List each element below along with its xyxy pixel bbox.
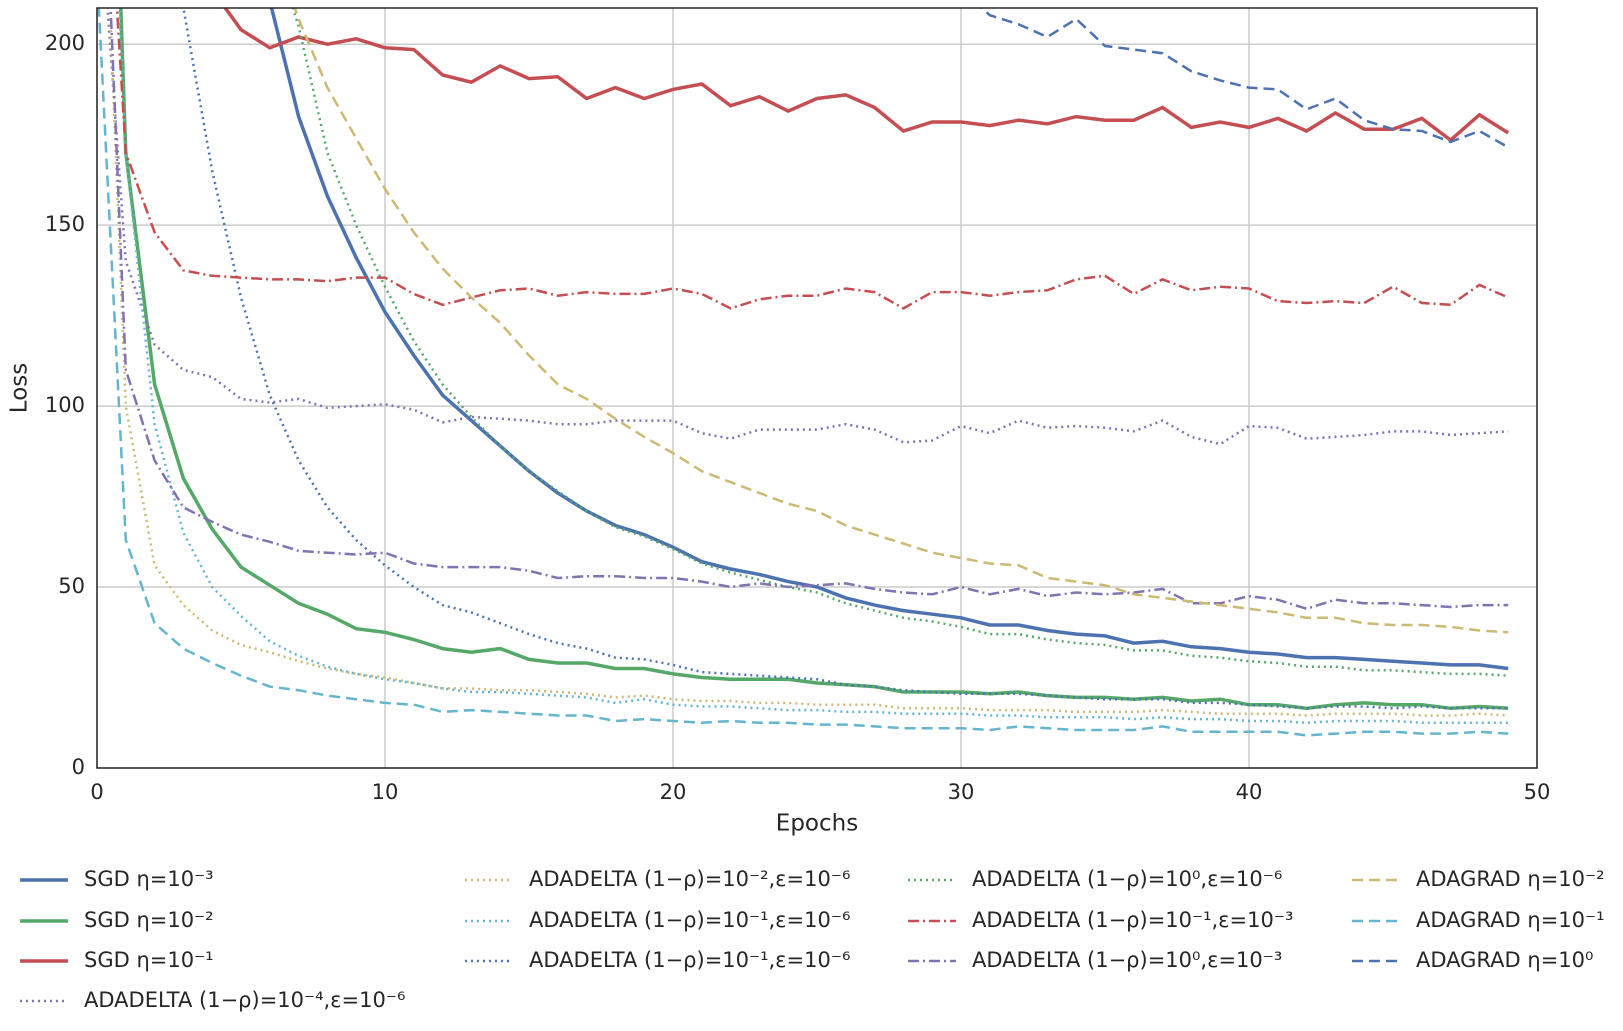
x-tick-label: 20 [660,780,687,804]
series-line [115,8,1509,310]
series-line [118,8,1509,725]
x-tick-label: 40 [1236,780,1263,804]
x-tick-label: 0 [90,780,103,804]
series-line [979,8,1509,149]
x-axis-label: Epochs [776,811,858,837]
legend-label: SGD η=10⁻³ [84,867,214,891]
legend-label: ADADELTA (1−ρ)=10⁻²,ε=10⁻⁶ [529,867,850,891]
y-tick-label: 150 [45,212,85,236]
series-line [97,8,1509,737]
y-tick-label: 100 [45,393,85,417]
legend-label: ADADELTA (1−ρ)=10⁰,ε=10⁻⁶ [972,867,1282,891]
legend-label: SGD η=10⁻² [84,908,214,932]
y-tick-label: 0 [72,755,85,779]
legend-label: SGD η=10⁻¹ [84,948,214,972]
legend-label: ADADELTA (1−ρ)=10⁻¹,ε=10⁻³ [972,908,1293,932]
legend-label: ADADELTA (1−ρ)=10⁻¹,ε=10⁻⁶ [529,908,850,932]
legend-label: ADADELTA (1−ρ)=10⁻⁴,ε=10⁻⁶ [84,988,405,1012]
series-line [291,8,1509,677]
legend-label: ADADELTA (1−ρ)=10⁰,ε=10⁻³ [972,948,1282,972]
series-line [293,8,1509,634]
series-line [109,8,1509,611]
x-tick-label: 30 [948,780,975,804]
series-line [223,8,1510,143]
x-tick-label: 10 [372,780,399,804]
series-line [269,8,1509,671]
series-line [108,8,1509,717]
y-tick-label: 50 [58,574,85,598]
legend-label: ADADELTA (1−ρ)=10⁻¹,ε=10⁻⁶ [529,948,850,972]
x-tick-label: 50 [1524,780,1551,804]
series-line [119,8,1509,711]
plot-frame [96,7,1538,769]
legend-label: ADAGRAD η=10⁰ [1416,948,1593,972]
legend-label: ADAGRAD η=10⁻¹ [1416,908,1605,932]
y-axis-label: Loss [7,363,33,413]
legend-label: ADAGRAD η=10⁻² [1416,867,1605,891]
series-line [106,8,1509,446]
y-tick-label: 200 [45,31,85,55]
